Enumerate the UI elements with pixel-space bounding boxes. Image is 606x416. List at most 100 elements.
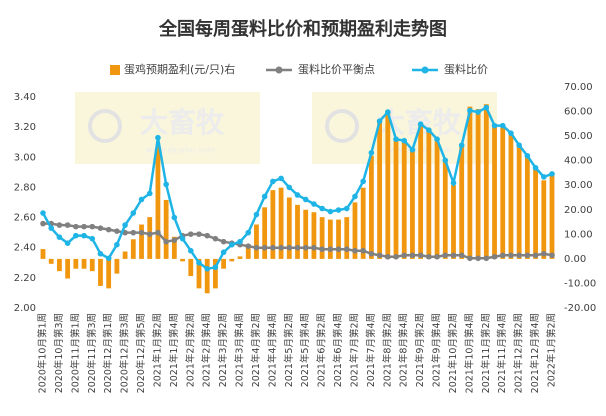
bar bbox=[492, 123, 497, 259]
bar bbox=[196, 258, 202, 289]
point bbox=[508, 252, 514, 259]
point bbox=[549, 171, 555, 177]
point bbox=[450, 252, 457, 259]
x-tick-label: 2021年12月第2周 bbox=[513, 313, 525, 393]
point bbox=[368, 250, 375, 257]
y-tick-label: 3.20 bbox=[14, 122, 36, 133]
point bbox=[146, 190, 153, 197]
bar bbox=[237, 256, 243, 259]
bar bbox=[106, 258, 112, 289]
watermark-logo bbox=[88, 109, 122, 143]
bar bbox=[155, 145, 161, 259]
y-tick-label: 2.40 bbox=[14, 243, 36, 254]
bar bbox=[451, 185, 456, 259]
y-tick-label: 2.80 bbox=[14, 182, 36, 193]
x-tick-label: 2021年2月第4周 bbox=[201, 313, 213, 387]
x-tick-label: 2020年12月第1周 bbox=[102, 313, 114, 393]
y2-tick-label: 60.00 bbox=[564, 107, 593, 118]
point bbox=[187, 247, 194, 254]
chart-title: 全国每周蛋料比价和预期盈利走势图 bbox=[158, 18, 447, 40]
point bbox=[114, 241, 120, 248]
point bbox=[212, 264, 219, 271]
point bbox=[122, 222, 128, 228]
x-tick-label: 2021年4月第4周 bbox=[266, 313, 278, 387]
point bbox=[401, 252, 408, 259]
bar bbox=[311, 212, 317, 259]
bar bbox=[254, 224, 259, 259]
bar bbox=[40, 249, 46, 259]
point bbox=[261, 244, 268, 251]
bar bbox=[221, 258, 227, 269]
legend-swatch bbox=[110, 65, 120, 75]
y2-tick-label: 30.00 bbox=[564, 180, 593, 191]
point bbox=[393, 136, 399, 142]
bar bbox=[163, 199, 169, 259]
bar bbox=[213, 258, 218, 289]
bar bbox=[262, 207, 268, 259]
x-tick-label: 2021年5月第2周 bbox=[283, 313, 295, 387]
point bbox=[327, 208, 334, 215]
y2-tick-label: 20.00 bbox=[564, 205, 593, 216]
x-tick-label: 2021年1月第4周 bbox=[168, 313, 180, 387]
y-tick-label: 3.40 bbox=[14, 92, 36, 103]
point bbox=[352, 247, 358, 254]
point bbox=[138, 229, 145, 236]
watermark-box bbox=[75, 92, 260, 164]
bar bbox=[549, 175, 555, 259]
x-tick-label: 2020年10月第1周 bbox=[37, 313, 49, 393]
point bbox=[540, 174, 547, 180]
x-tick-label: 2021年8月第4周 bbox=[398, 313, 410, 387]
point bbox=[360, 247, 366, 254]
x-tick-label: 2021年7月第4周 bbox=[365, 313, 377, 387]
point bbox=[163, 238, 169, 245]
bar bbox=[204, 258, 210, 294]
x-tick-label: 2022年1月第2周 bbox=[546, 313, 558, 387]
point bbox=[319, 205, 325, 212]
y-tick-label: 2.00 bbox=[14, 303, 36, 314]
bar bbox=[147, 217, 153, 259]
point bbox=[417, 121, 424, 127]
bar bbox=[48, 258, 54, 264]
y-tick-label: 3.00 bbox=[14, 152, 36, 163]
watermark-text: 大畜牧 bbox=[140, 106, 225, 139]
bar bbox=[377, 121, 382, 259]
x-tick-label: 2021年5月第4周 bbox=[299, 313, 311, 387]
bar bbox=[508, 133, 514, 259]
bar bbox=[180, 258, 185, 262]
point bbox=[40, 210, 46, 216]
bar bbox=[139, 224, 144, 259]
x-tick-label: 2020年11月第3周 bbox=[86, 313, 98, 393]
legend-marker bbox=[421, 66, 429, 74]
x-tick-label: 2021年10月第4周 bbox=[463, 313, 475, 393]
bar bbox=[65, 258, 71, 279]
point bbox=[385, 109, 391, 115]
point bbox=[245, 243, 252, 250]
point bbox=[401, 137, 408, 144]
x-tick-label: 2021年3月第4周 bbox=[234, 313, 246, 387]
point bbox=[442, 157, 449, 164]
legend-label: 蛋料比价平衡点 bbox=[298, 62, 375, 76]
bar bbox=[73, 258, 79, 269]
point bbox=[270, 244, 276, 251]
x-tick-label: 2021年2月第2周 bbox=[184, 313, 196, 387]
point bbox=[187, 231, 194, 237]
bar bbox=[500, 126, 506, 259]
point bbox=[64, 240, 71, 246]
point bbox=[475, 109, 481, 115]
x-tick-label: 2021年9月第2周 bbox=[414, 313, 426, 387]
bar bbox=[418, 123, 424, 259]
point bbox=[220, 238, 227, 245]
point bbox=[409, 252, 416, 259]
y-tick-label: 2.20 bbox=[14, 273, 36, 284]
point bbox=[105, 255, 112, 262]
bar bbox=[533, 168, 538, 259]
point bbox=[458, 252, 465, 259]
bar bbox=[303, 209, 309, 259]
point bbox=[442, 252, 449, 259]
point bbox=[491, 122, 498, 129]
bar bbox=[344, 217, 350, 259]
point bbox=[294, 244, 301, 251]
watermark-url: www.dxumu.com bbox=[383, 146, 452, 155]
watermark-logo bbox=[325, 109, 359, 143]
point bbox=[352, 193, 358, 200]
